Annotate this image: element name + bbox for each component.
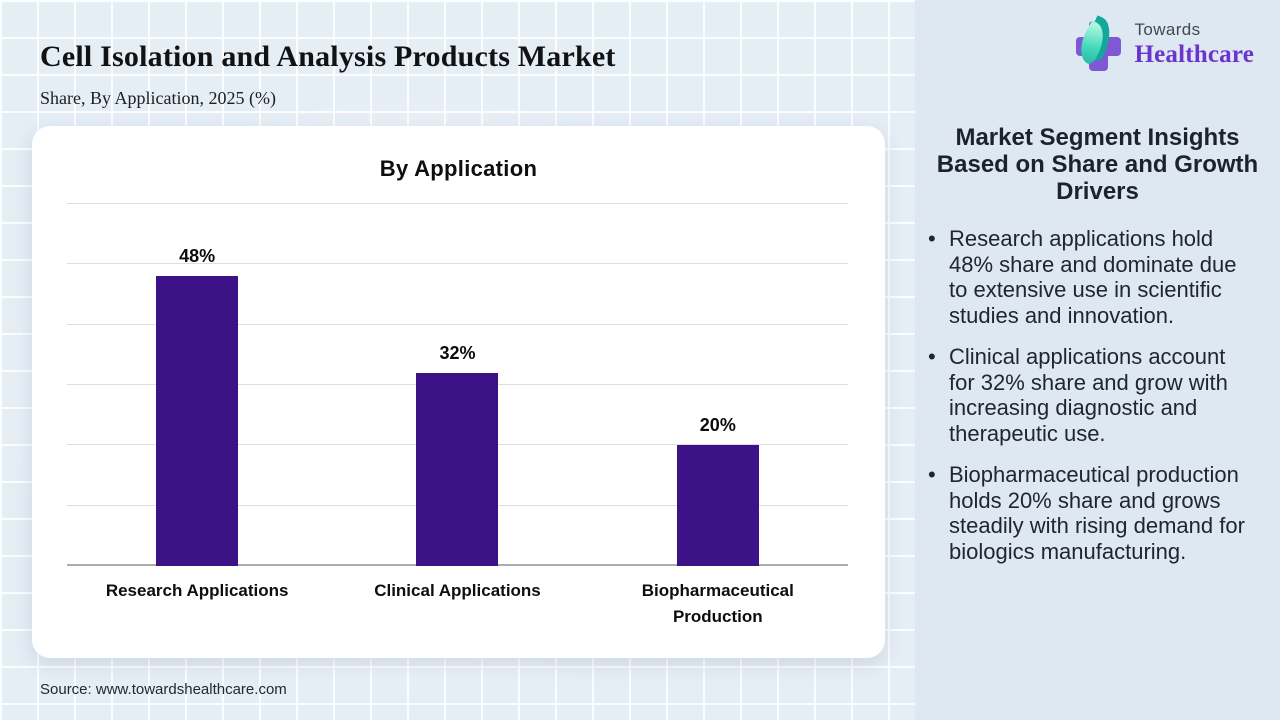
category-label: Biopharmaceutical Production	[641, 581, 794, 626]
brand-logo: Towards Healthcare	[1072, 15, 1254, 74]
main-panel: Cell Isolation and Analysis Products Mar…	[0, 0, 915, 720]
chart-title: By Application	[379, 156, 538, 181]
insight-bullet-biopharma: Biopharmaceutical production holds 20% s…	[928, 462, 1250, 564]
cross-leaf-logo-icon	[1072, 15, 1130, 74]
insight-bullet-clinical: Clinical applications account for 32% sh…	[928, 344, 1250, 446]
bar-chart-plot-area: 48% 32% 20%	[67, 203, 848, 566]
bar	[416, 372, 499, 566]
gridline	[67, 323, 848, 325]
chart-card: By Application 48% 32% 20% Research Applic…	[32, 126, 885, 658]
gridline	[67, 203, 848, 204]
bar-slot: 48%	[67, 204, 327, 566]
gridline	[67, 263, 848, 265]
category-label-cell: Clinical Applications	[327, 578, 587, 630]
bar-value-label: 32%	[439, 342, 476, 363]
insights-sidebar: Towards Healthcare Market Segment Insigh…	[915, 0, 1280, 720]
logo-healthcare-text: Healthcare	[1134, 41, 1254, 68]
bar-slot: 20%	[588, 204, 848, 566]
category-label-cell: Biopharmaceutical Production	[588, 578, 848, 630]
page-title: Cell Isolation and Analysis Products Mar…	[40, 40, 616, 73]
logo-towards-text: Towards	[1134, 20, 1201, 39]
bar	[676, 445, 759, 566]
category-label-cell: Research Applications	[67, 578, 327, 630]
header-block: Cell Isolation and Analysis Products Mar…	[40, 40, 616, 109]
bar	[156, 276, 239, 566]
category-label: Research Applications	[105, 581, 289, 600]
category-label: Clinical Applications	[374, 581, 541, 600]
category-axis-labels: Research Applications Clinical Applicatio…	[67, 578, 848, 630]
source-text: Source: www.towardshealthcare.com	[40, 681, 287, 698]
insight-bullet-research: Research applications hold 48% share and…	[928, 226, 1250, 328]
logo-wordmark: Towards Healthcare	[1134, 20, 1254, 74]
bar-value-label: 48%	[179, 246, 216, 267]
bar-slot: 32%	[327, 204, 587, 566]
bar-value-label: 20%	[699, 415, 736, 436]
page-subtitle: Share, By Application, 2025 (%)	[40, 88, 276, 108]
insights-heading: Market Segment Insights Based on Share a…	[936, 124, 1259, 205]
insights-list: Research applications hold 48% share and…	[928, 226, 1250, 564]
